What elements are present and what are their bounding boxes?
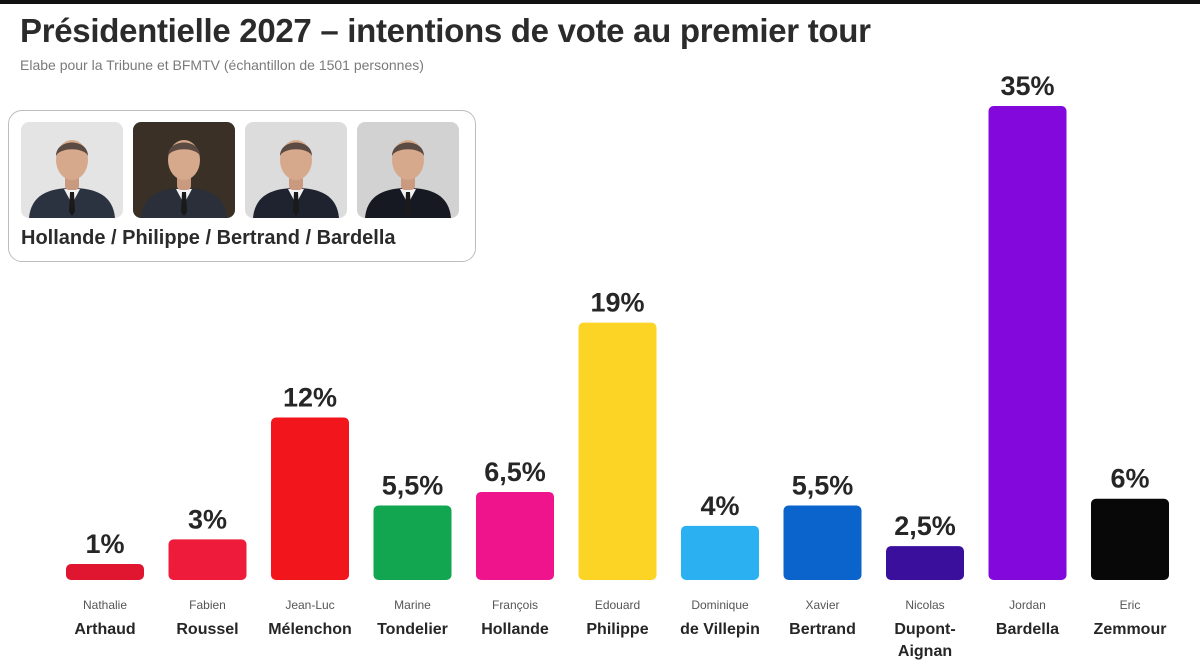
bar xyxy=(783,505,862,580)
bar xyxy=(886,546,964,580)
candidate-last-name-line2: Aignan xyxy=(898,643,952,660)
candidate-last-name: Arthaud xyxy=(74,621,135,638)
portrait-icon xyxy=(245,122,347,218)
bar xyxy=(373,505,452,580)
value-label: 19% xyxy=(590,288,644,318)
portrait-icon xyxy=(133,122,235,218)
top-border xyxy=(0,0,1200,4)
bar xyxy=(681,525,759,580)
candidate-last-name: Tondelier xyxy=(377,621,448,638)
candidate-last-name: Bertrand xyxy=(789,621,856,638)
value-label: 35% xyxy=(1000,71,1054,101)
candidate-last-name: Dupont- xyxy=(894,621,955,638)
value-label: 1% xyxy=(85,529,124,559)
bar xyxy=(578,322,657,580)
candidate-last-name: Bardella xyxy=(996,621,1059,638)
candidate-last-name: Philippe xyxy=(586,621,648,638)
value-label: 6,5% xyxy=(484,457,546,487)
portrait-icon xyxy=(357,122,459,218)
chart-subtitle: Elabe pour la Tribune et BFMTV (échantil… xyxy=(20,57,424,73)
scenario-box: Hollande / Philippe / Bertrand / Bardell… xyxy=(8,110,476,262)
candidate-last-name: de Villepin xyxy=(680,621,760,638)
bar xyxy=(476,491,554,580)
value-label: 12% xyxy=(283,382,337,412)
chart-title: Présidentielle 2027 – intentions de vote… xyxy=(20,12,871,49)
portrait-icon xyxy=(21,122,123,218)
candidate-first-name: Nicolas xyxy=(905,598,944,612)
photo-bardella xyxy=(357,122,459,218)
candidate-last-name: Roussel xyxy=(176,621,238,638)
value-label: 3% xyxy=(188,504,227,534)
bar xyxy=(66,564,144,580)
bar xyxy=(1091,498,1169,580)
candidate-last-name: Hollande xyxy=(481,621,549,638)
candidate-first-name: Jean-Luc xyxy=(285,598,334,612)
value-label: 6% xyxy=(1110,464,1149,494)
bar xyxy=(988,106,1067,580)
photo-hollande xyxy=(21,122,123,218)
bar xyxy=(271,417,349,580)
scenario-caption: Hollande / Philippe / Bertrand / Bardell… xyxy=(21,227,396,249)
photo-bertrand xyxy=(245,122,347,218)
value-label: 2,5% xyxy=(894,511,956,541)
candidate-first-name: Marine xyxy=(394,598,431,612)
candidate-first-name: Edouard xyxy=(595,598,640,612)
candidate-first-name: Xavier xyxy=(805,598,839,612)
candidate-first-name: Fabien xyxy=(189,598,226,612)
value-label: 5,5% xyxy=(382,471,444,501)
candidate-first-name: Eric xyxy=(1120,598,1141,612)
candidate-last-name: Mélenchon xyxy=(268,621,352,638)
candidate-last-name: Zemmour xyxy=(1094,621,1167,638)
candidate-first-name: Jordan xyxy=(1009,598,1046,612)
candidate-first-name: Dominique xyxy=(691,598,749,612)
value-label: 4% xyxy=(700,491,739,521)
bar xyxy=(168,539,247,580)
candidate-first-name: Nathalie xyxy=(83,598,127,612)
photo-philippe xyxy=(133,122,235,218)
value-label: 5,5% xyxy=(792,471,854,501)
candidate-first-name: François xyxy=(492,598,538,612)
